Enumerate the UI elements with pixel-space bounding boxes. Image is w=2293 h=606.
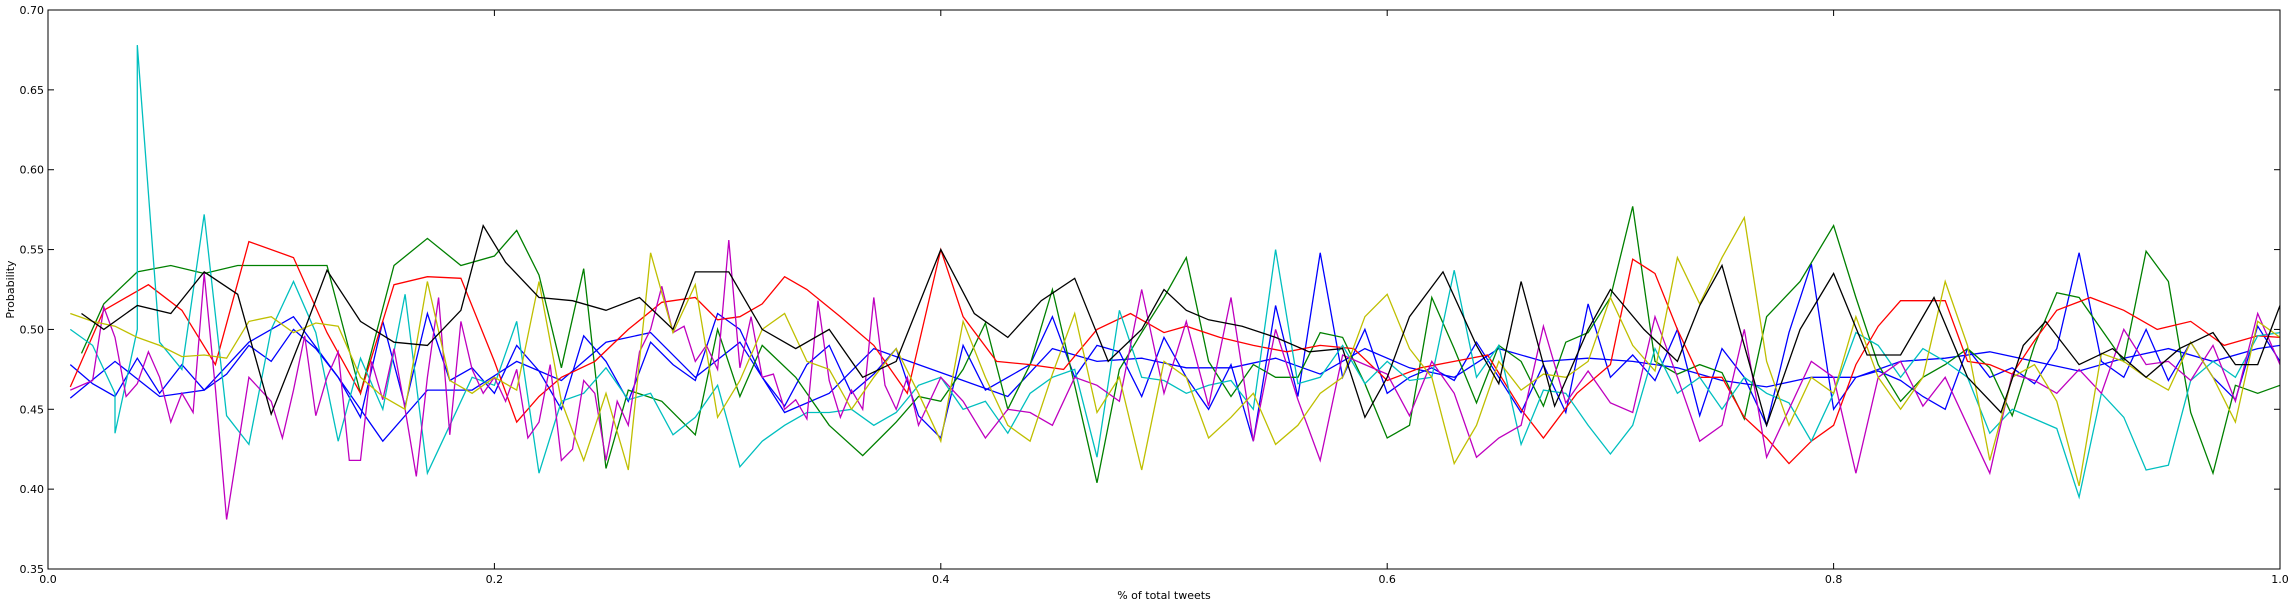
y-tick-label: 0.55 xyxy=(20,244,45,257)
y-tick-label: 0.70 xyxy=(20,4,45,17)
series-line-5 xyxy=(69,45,2281,500)
y-tick-label: 0.40 xyxy=(20,483,45,496)
y-tick-label: 0.45 xyxy=(20,403,45,416)
x-axis-ticks: 0.0 0.2 0.4 0.6 0.8 1.0 xyxy=(39,10,2289,586)
x-tick-label: 0.2 xyxy=(486,573,504,586)
series-line-3 xyxy=(80,206,2281,483)
x-tick-label: 1.0 xyxy=(2271,573,2289,586)
y-tick-label: 0.65 xyxy=(20,84,45,97)
y-tick-label: 0.50 xyxy=(20,323,45,336)
y-tick-label: 0.35 xyxy=(20,563,45,576)
x-tick-label: 0.4 xyxy=(932,573,950,586)
plot-frame xyxy=(47,9,2281,570)
x-tick-label: 0.6 xyxy=(1378,573,1396,586)
series-line-8 xyxy=(81,223,2281,428)
series-line-6 xyxy=(70,239,2281,520)
x-tick-label: 0.8 xyxy=(1825,573,1843,586)
y-tick-label: 0.60 xyxy=(20,164,45,177)
series-line-4 xyxy=(69,240,2281,465)
series-layer xyxy=(69,45,2281,520)
x-axis-label: % of total tweets xyxy=(1117,589,1211,602)
y-axis-ticks: 0.35 0.40 0.45 0.50 0.55 0.60 0.65 0.70 xyxy=(20,4,2280,576)
y-axis-label: Probability xyxy=(4,260,17,319)
series-line-7 xyxy=(70,215,2281,487)
x-tick-label: 0.0 xyxy=(39,573,57,586)
series-line-1 xyxy=(69,315,2281,443)
